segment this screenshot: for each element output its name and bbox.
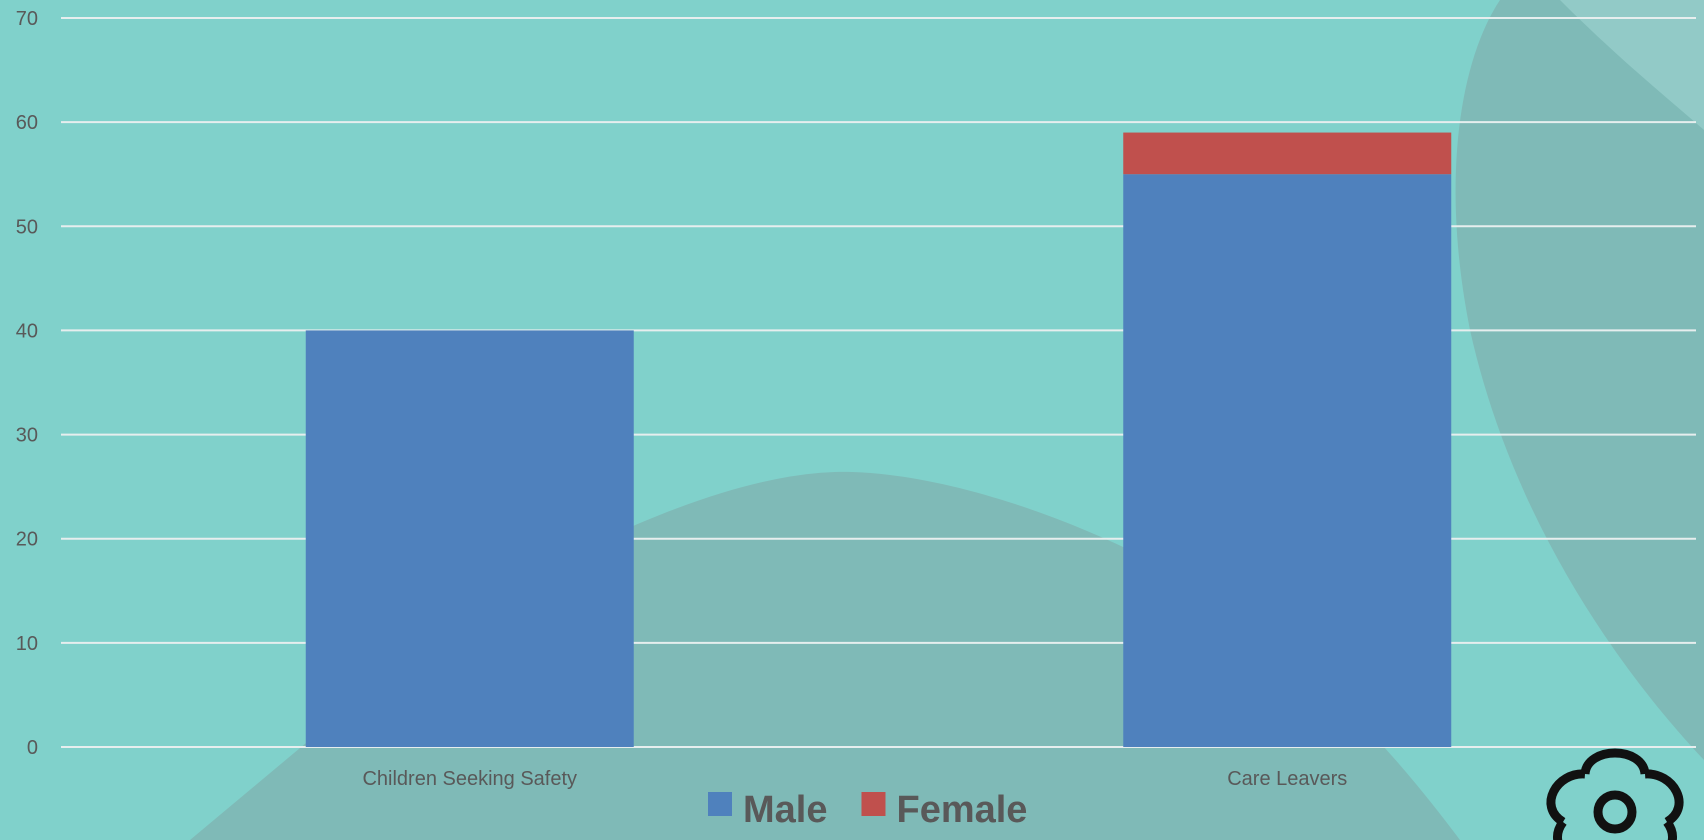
y-tick-label: 30 xyxy=(16,425,38,447)
x-category-label: Care Leavers xyxy=(1227,768,1347,790)
background-arc-shape xyxy=(1455,0,1704,760)
x-category-label: Children Seeking Safety xyxy=(362,768,577,790)
legend-label-female: Female xyxy=(896,789,1027,831)
legend: Male Female xyxy=(708,789,1027,831)
y-tick-label: 10 xyxy=(16,633,38,655)
flower-logo-icon xyxy=(1546,748,1684,840)
y-tick-label: 20 xyxy=(16,529,38,551)
legend-swatch-female xyxy=(861,792,886,816)
y-tick-label: 40 xyxy=(16,320,38,342)
y-axis-tick-labels: 0 10 20 30 40 50 60 70 xyxy=(16,8,38,759)
x-axis-category-labels: Children Seeking Safety Care Leavers xyxy=(362,768,1347,790)
bar-male-1 xyxy=(1123,174,1452,747)
background-glow-shape xyxy=(1560,0,1704,130)
y-tick-label: 0 xyxy=(27,737,38,759)
legend-label-male: Male xyxy=(743,789,827,831)
bar-female-1 xyxy=(1123,132,1452,175)
y-tick-label: 70 xyxy=(16,8,38,30)
legend-swatch-male xyxy=(708,792,732,816)
y-tick-label: 60 xyxy=(16,112,38,134)
bar-male-0 xyxy=(305,330,634,747)
bars xyxy=(305,132,1452,747)
y-tick-label: 50 xyxy=(16,216,38,238)
